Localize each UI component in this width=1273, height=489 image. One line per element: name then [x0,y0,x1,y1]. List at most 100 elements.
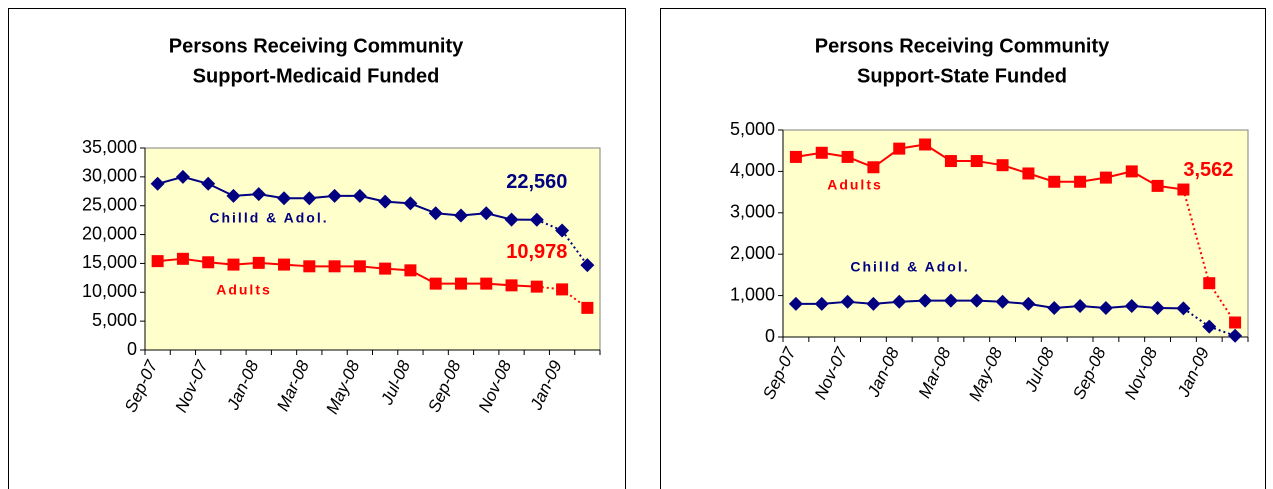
value-label: 10,978 [506,241,567,263]
panel-border [8,8,626,489]
marker [815,146,828,159]
marker [1229,316,1242,329]
marker [403,196,418,211]
marker [352,188,367,203]
marker [175,169,190,184]
marker [176,252,189,265]
marker [328,260,341,273]
marker [378,194,393,209]
marker [227,258,240,271]
marker [327,188,342,203]
marker [580,258,595,273]
series-label: Chilld & Adol. [209,210,328,226]
marker [789,150,802,163]
marker [428,206,443,221]
x-tick-label: Nov-07 [171,357,212,415]
marker [1228,328,1243,343]
marker [970,155,983,168]
marker [996,159,1009,172]
marker [480,277,493,290]
marker [277,191,292,206]
line-segment [1182,307,1210,328]
marker [943,293,958,308]
marker [840,294,855,309]
marker [505,279,518,292]
marker [201,176,216,191]
series [151,252,594,314]
y-tick-label: 30,000 [82,166,137,186]
marker [919,138,932,151]
marker [303,260,316,273]
panel-border [660,8,1266,489]
x-tick-label: Mar-08 [273,357,313,414]
y-tick-label: 4,000 [730,160,775,180]
marker [454,277,467,290]
x-tick-label: Sep-07 [759,344,800,402]
y-tick-label: 35,000 [82,137,137,157]
series-label: Chilld & Adol. [850,259,969,275]
marker [1074,175,1087,188]
x-tick-label: Sep-07 [121,357,162,415]
value-label: 22,560 [506,171,567,193]
marker [379,262,392,275]
x-tick-label: May-08 [322,357,363,417]
y-tick-label: 0 [765,326,775,346]
marker [504,212,519,227]
marker [1022,167,1035,180]
y-tick-label: 10,000 [82,281,137,301]
chart-title: Persons Receiving Community [169,35,464,57]
marker [814,296,829,311]
marker [1099,171,1112,184]
y-tick-label: 15,000 [82,252,137,272]
y-tick-label: 5,000 [92,310,137,330]
marker [1176,301,1191,316]
line-segment [561,229,589,266]
marker [151,255,164,268]
marker [867,161,880,174]
marker [995,294,1010,309]
marker [556,283,569,296]
marker [529,212,544,227]
line-segment [1182,189,1211,284]
x-tick-label: Jan-08 [863,344,903,401]
x-tick-label: Jan-08 [223,357,263,414]
y-tick-label: 5,000 [730,119,775,139]
marker [918,293,933,308]
marker [404,264,417,277]
marker [353,260,366,273]
x-tick-label: Nov-08 [475,357,516,415]
marker [788,296,803,311]
x-tick-label: Nov-08 [1121,344,1162,402]
marker [1124,298,1139,313]
x-tick-label: Jan-09 [1173,344,1213,401]
marker [530,280,543,293]
chart-title: Support-Medicaid Funded [193,65,440,87]
marker [202,256,215,269]
chart-title: Persons Receiving Community [815,35,1110,57]
series-label: Adults [216,282,272,298]
y-tick-label: 25,000 [82,194,137,214]
marker [453,208,468,223]
series [789,138,1242,329]
marker [866,296,881,311]
x-tick-label: Nov-07 [811,344,852,402]
chart-title: Support-State Funded [857,65,1067,87]
marker [1203,277,1216,290]
marker [1047,301,1062,316]
marker [1150,301,1165,316]
series-label: Adults [827,177,883,193]
marker [1048,175,1061,188]
marker [1177,183,1190,196]
x-tick-label: Mar-08 [915,344,955,401]
x-tick-label: Jul-08 [1021,344,1058,395]
marker [1073,298,1088,313]
marker [1202,319,1217,334]
marker [226,188,241,203]
y-tick-label: 1,000 [730,284,775,304]
x-tick-label: May-08 [965,344,1006,404]
marker [302,191,317,206]
marker [1125,165,1138,178]
marker [1151,179,1164,192]
marker [479,206,494,221]
